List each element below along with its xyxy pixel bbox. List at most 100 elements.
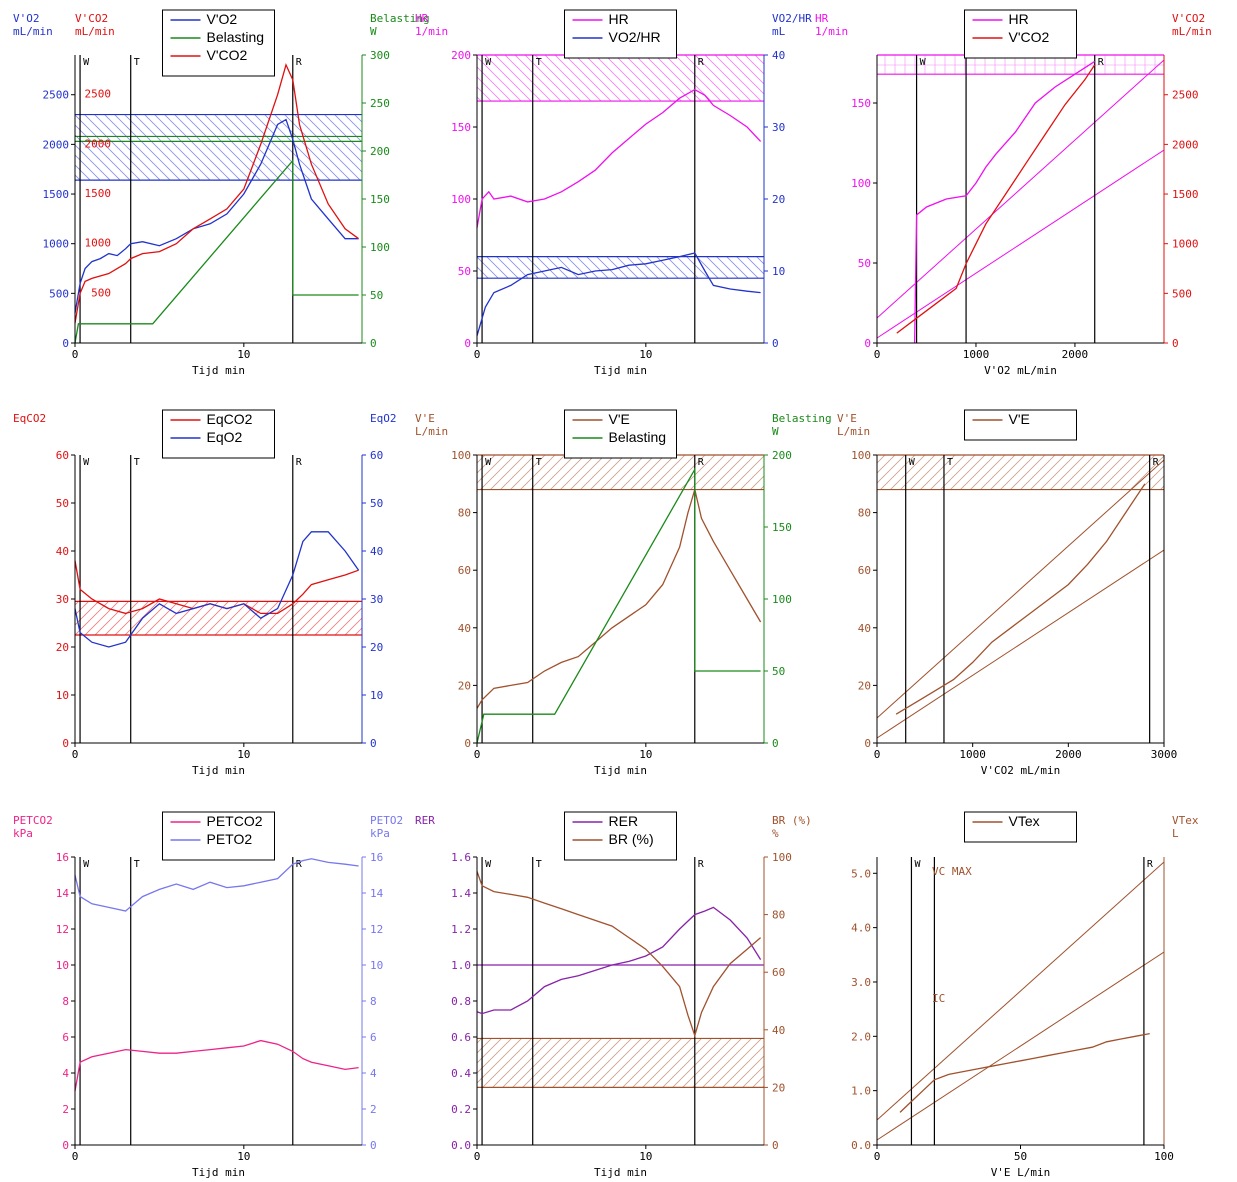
reference-line (876, 951, 1165, 1141)
event-marker-label: R (698, 457, 705, 468)
y-tick-label: 50 (458, 265, 471, 278)
series-line (476, 466, 761, 744)
y-tick-label: 4 (62, 1067, 69, 1080)
y2-tick-label: 40 (772, 49, 785, 62)
legend-label: Belasting (609, 429, 667, 445)
legend-label: BR (%) (609, 831, 654, 847)
y-tick-label: 0.4 (451, 1067, 471, 1080)
legend-box (964, 409, 1077, 441)
event-marker-label: W (83, 57, 90, 68)
event-marker-label: R (296, 57, 303, 68)
y-tick-label: 60 (56, 449, 69, 462)
y-tick-label: 150 (851, 97, 871, 110)
threshold-band (477, 55, 764, 102)
x-axis-title: V'CO2 mL/min (981, 764, 1060, 777)
y2-tick-label: 250 (370, 97, 390, 110)
event-marker-label: R (1153, 457, 1160, 468)
x-tick-label: 0 (72, 748, 79, 761)
y-tick-label: 0 (864, 337, 871, 350)
x-tick-label: 0 (474, 748, 481, 761)
y2-tick-label: 1500 (1172, 188, 1199, 201)
x-tick-label: 10 (237, 748, 250, 761)
event-marker-label: W (909, 457, 916, 468)
y-tick-label: 40 (458, 622, 471, 635)
y-axis-title: V'E (415, 412, 435, 425)
event-marker-label: T (134, 859, 140, 870)
y2-axis-unit: L (1172, 827, 1179, 840)
y2-tick-label: 2500 (1172, 89, 1199, 102)
legend-box (162, 811, 275, 861)
y2-axis-title: BR (%) (772, 814, 812, 827)
y-tick-label: 60 (458, 564, 471, 577)
x-tick-label: 0 (474, 348, 481, 361)
y-axis-title: L/min (837, 425, 870, 438)
y2-axis-title: VTex (1172, 814, 1199, 827)
series-line (899, 1032, 1150, 1113)
threshold-band (477, 455, 764, 490)
y-axis-title: V'E (837, 412, 857, 425)
series-line (74, 63, 359, 324)
y2-tick-label: 4 (370, 1067, 377, 1080)
y-tick-label: 5.0 (851, 867, 871, 880)
y2-tick-label: 30 (772, 121, 785, 134)
y-tick-label: 2.0 (851, 1030, 871, 1043)
y-tick-label: 30 (56, 593, 69, 606)
y-tick-label: 200 (451, 49, 471, 62)
y2-tick-label: 0 (772, 1139, 779, 1152)
series-line (476, 871, 762, 1038)
x-tick-label: 100 (1154, 1150, 1174, 1163)
reference-line (876, 459, 1165, 719)
y-tick-label: 500 (49, 287, 69, 300)
y-tick-label: 0 (62, 337, 69, 350)
legend-label: VO2/HR (609, 29, 661, 45)
x-tick-label: 3000 (1151, 748, 1178, 761)
x-tick-label: 1000 (963, 348, 990, 361)
y-tick-label: 0.0 (851, 1139, 871, 1152)
event-marker-label: W (83, 859, 90, 870)
reference-line (876, 59, 1165, 319)
y2-tick-label: 0 (370, 1139, 377, 1152)
series-line (913, 60, 1096, 344)
threshold-band (75, 601, 362, 635)
y-tick-label: 4.0 (851, 922, 871, 935)
event-marker-label: R (296, 457, 303, 468)
y2-tick-label: 0 (772, 737, 779, 750)
event-marker-label: T (536, 457, 542, 468)
y-axis-unit: kPa (13, 827, 33, 840)
y2-tick-label: 2 (370, 1103, 377, 1116)
x-tick-label: 50 (1014, 1150, 1027, 1163)
legend-box (564, 811, 677, 861)
x-tick-label: 0 (474, 1150, 481, 1163)
y-axis-title: HR (415, 12, 429, 25)
y2-tick-label: 80 (772, 909, 785, 922)
y-tick-label: 0.8 (451, 995, 471, 1008)
y-tick-label: 1500 (43, 188, 70, 201)
y-tick-label: 1.6 (451, 851, 471, 864)
y-axis-title: RER (415, 814, 435, 827)
x-tick-label: 0 (874, 748, 881, 761)
y2-tick-label: 0 (370, 337, 377, 350)
y-axis-title: HR (815, 12, 829, 25)
legend-box (564, 9, 677, 59)
threshold-band (75, 114, 362, 181)
y2-tick-label: 500 (1172, 287, 1192, 300)
event-marker-label: W (485, 57, 492, 68)
reference-line (876, 861, 1165, 1121)
y-tick-label: 20 (56, 641, 69, 654)
legend-label: VTex (1009, 813, 1040, 829)
y2-tick-label: 60 (772, 966, 785, 979)
event-marker-label: W (485, 859, 492, 870)
series-line (74, 858, 359, 912)
y2-axis-title: Belasting (772, 412, 832, 425)
y2-tick-label: 50 (370, 289, 383, 302)
event-marker-label: T (134, 457, 140, 468)
series-line (74, 158, 359, 344)
threshold-band (477, 1038, 764, 1088)
x-tick-label: 10 (639, 748, 652, 761)
y2-tick-label: 300 (370, 49, 390, 62)
y2-axis-unit: W (772, 425, 779, 438)
y2-axis-title: PETO2 (370, 814, 403, 827)
